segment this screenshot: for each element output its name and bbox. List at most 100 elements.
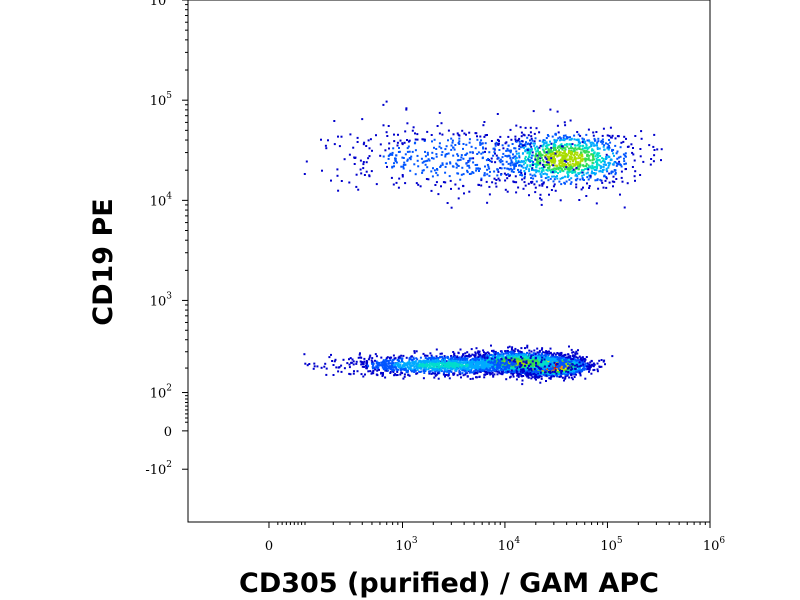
- event-point: [395, 374, 398, 377]
- event-point: [416, 372, 419, 375]
- event-point: [466, 351, 469, 354]
- event-point: [565, 369, 568, 372]
- event-point: [537, 353, 540, 356]
- event-point: [564, 376, 567, 379]
- event-point: [520, 355, 522, 358]
- event-point: [502, 358, 505, 361]
- event-point: [353, 370, 355, 373]
- event-point: [464, 371, 467, 374]
- event-point: [411, 364, 414, 367]
- event-point: [529, 357, 532, 359]
- event-point: [565, 360, 568, 363]
- event-point: [371, 363, 374, 365]
- event-point: [475, 347, 478, 350]
- event-point: [355, 360, 358, 363]
- event-point: [312, 367, 315, 370]
- event-point: [510, 372, 513, 375]
- event-point: [436, 369, 439, 372]
- event-point: [483, 376, 486, 379]
- event-point: [521, 355, 524, 358]
- event-point: [434, 368, 437, 371]
- event-point: [556, 369, 559, 371]
- event-point: [438, 369, 441, 372]
- event-point: [506, 349, 509, 352]
- event-point: [497, 358, 500, 361]
- event-point: [518, 353, 521, 356]
- event-point: [573, 372, 575, 375]
- event-point: [574, 366, 577, 369]
- event-point: [497, 354, 499, 357]
- event-point: [371, 357, 374, 360]
- event-point: [578, 362, 581, 365]
- event-point: [525, 374, 528, 377]
- event-point: [520, 374, 523, 377]
- event-point: [529, 362, 532, 365]
- event-point: [514, 365, 517, 368]
- event-point: [458, 356, 461, 359]
- event-point: [438, 361, 441, 364]
- event-point: [542, 371, 545, 374]
- event-point: [523, 368, 526, 371]
- event-point: [515, 357, 518, 360]
- event-point: [386, 359, 389, 362]
- event-point: [440, 370, 443, 373]
- event-point: [494, 356, 497, 359]
- event-point: [476, 357, 478, 360]
- event-point: [360, 373, 363, 376]
- event-point: [429, 352, 432, 355]
- event-point: [461, 361, 463, 364]
- event-point: [352, 372, 355, 375]
- event-point: [372, 372, 375, 375]
- event-point: [588, 370, 590, 373]
- event-point: [481, 355, 484, 358]
- event-point: [549, 377, 552, 380]
- event-point: [514, 360, 517, 363]
- event-point: [507, 346, 509, 349]
- event-point: [422, 363, 425, 366]
- event-point: [324, 362, 327, 365]
- event-point: [571, 367, 574, 370]
- event-point: [473, 360, 475, 363]
- event-point: [547, 373, 549, 376]
- event-point: [320, 366, 323, 369]
- event-point: [551, 370, 554, 373]
- event-point: [541, 356, 544, 359]
- event-point: [313, 362, 316, 365]
- event-point: [509, 366, 512, 369]
- event-point: [406, 364, 409, 367]
- event-point: [482, 349, 485, 352]
- event-point: [547, 370, 550, 373]
- event-point: [382, 373, 384, 376]
- event-point: [442, 372, 445, 375]
- event-point: [448, 377, 451, 380]
- event-point: [423, 372, 426, 374]
- event-point: [570, 358, 573, 361]
- event-point: [589, 366, 592, 369]
- event-point: [507, 354, 510, 357]
- event-point: [480, 359, 483, 362]
- event-point: [506, 362, 509, 365]
- event-point: [414, 367, 417, 370]
- event-point: [488, 371, 491, 374]
- event-point: [528, 364, 530, 367]
- event-point: [565, 356, 568, 359]
- event-point: [335, 366, 338, 369]
- event-point: [573, 376, 576, 378]
- event-point: [578, 367, 581, 370]
- event-point: [559, 361, 562, 364]
- event-point: [525, 353, 528, 356]
- event-point: [557, 372, 560, 375]
- event-point: [510, 357, 513, 360]
- event-point: [538, 356, 541, 359]
- event-point: [352, 363, 355, 366]
- event-point: [423, 359, 426, 362]
- event-point: [540, 377, 543, 380]
- event-point: [458, 372, 461, 375]
- event-point: [530, 350, 533, 353]
- event-point: [543, 367, 546, 370]
- event-point: [518, 366, 521, 369]
- event-point: [487, 352, 490, 355]
- event-point: [444, 361, 447, 364]
- event-point: [340, 370, 343, 373]
- event-point: [409, 365, 412, 368]
